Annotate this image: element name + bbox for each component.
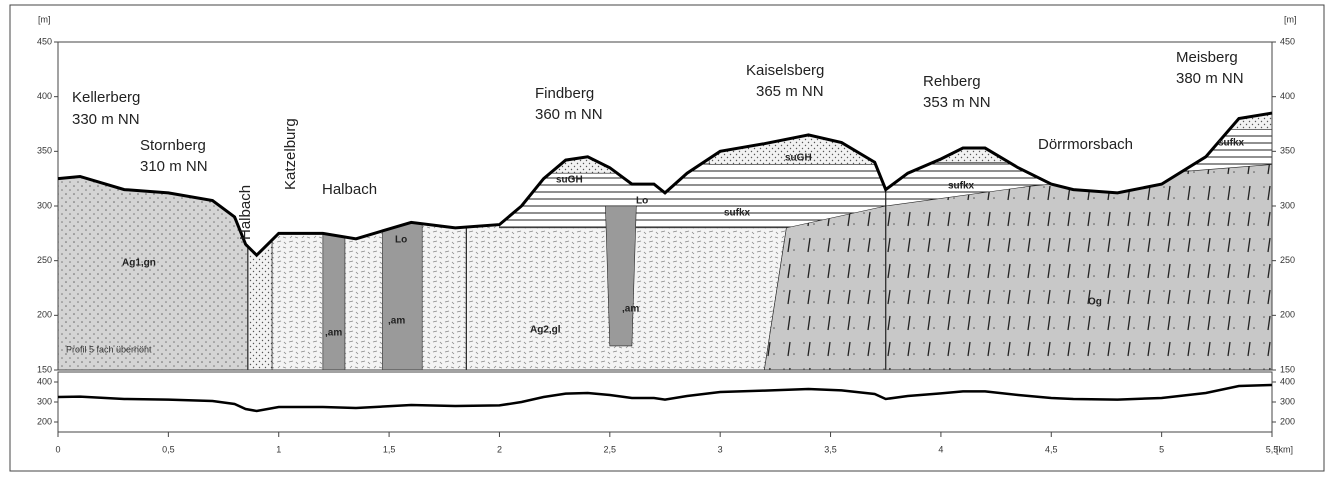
y-tick-label: 200 — [37, 310, 52, 320]
y-tick-label: 400 — [1280, 91, 1295, 101]
annotation: Findberg — [535, 85, 594, 102]
x-tick-label: 3,5 — [824, 444, 837, 454]
y-tick-label: 250 — [1280, 255, 1295, 265]
y-tick-label: 400 — [37, 91, 52, 101]
annotation: Meisberg — [1176, 49, 1238, 66]
x-tick-label: 3 — [718, 444, 723, 454]
annotation: suGH — [556, 175, 583, 186]
annotation: 353 m NN — [923, 94, 991, 111]
y-tick-label: 150 — [37, 364, 52, 374]
x-tick-label: 2 — [497, 444, 502, 454]
y-unit: [m] — [1284, 14, 1297, 24]
y-tick-label: 450 — [37, 36, 52, 46]
y-tick-label: 250 — [37, 255, 52, 265]
y-tick-label: 300 — [1280, 200, 1295, 210]
annotation: Kaiselsberg — [746, 62, 824, 79]
annotation: sufkx — [948, 181, 975, 192]
annotation: 365 m NN — [756, 83, 824, 100]
annotation: ,am — [325, 328, 342, 339]
overview-frame — [58, 372, 1272, 432]
y-tick-label: 200 — [1280, 310, 1295, 320]
annotation: Profil 5 fach überhöht — [66, 344, 152, 354]
annotation: 310 m NN — [140, 158, 208, 175]
x-tick-label: 0,5 — [162, 444, 175, 454]
annotation: Lo — [636, 196, 648, 207]
annotation: Ag1,gn — [122, 258, 156, 269]
annotation: 330 m NN — [72, 111, 140, 128]
annotation: ,am — [622, 304, 639, 315]
x-tick-label: 2,5 — [604, 444, 617, 454]
dyke-am — [605, 206, 636, 346]
x-tick-label: 1,5 — [383, 444, 396, 454]
annotation: 360 m NN — [535, 106, 603, 123]
annotation: Halbach — [322, 181, 377, 198]
x-tick-label: 1 — [276, 444, 281, 454]
annotation: Kellerberg — [72, 89, 140, 106]
annotation: suGH — [785, 153, 812, 164]
annotation: Stornberg — [140, 137, 206, 154]
x-unit: [km] — [1276, 444, 1293, 454]
annotation: Halbach — [237, 185, 254, 240]
annotation: Lo — [395, 235, 407, 246]
annotation: Og — [1088, 297, 1102, 308]
overview-line — [58, 385, 1272, 411]
y-tick-label: 400 — [37, 376, 52, 386]
annotation: sufkx — [1218, 138, 1245, 149]
profile-diagram: 1501502002002502503003003503504004004504… — [0, 0, 1334, 477]
y-unit: [m] — [38, 14, 51, 24]
annotation: Katzelburg — [282, 118, 299, 190]
x-tick-label: 5 — [1159, 444, 1164, 454]
x-tick-label: 4 — [938, 444, 943, 454]
y-tick-label: 300 — [37, 396, 52, 406]
annotation: ,am — [388, 316, 405, 327]
dyke-am — [323, 206, 345, 370]
y-tick-label: 300 — [1280, 396, 1295, 406]
annotation: sufkx — [724, 208, 751, 219]
x-tick-label: 0 — [55, 444, 60, 454]
x-tick-label: 4,5 — [1045, 444, 1058, 454]
y-tick-label: 350 — [1280, 146, 1295, 156]
y-tick-label: 200 — [1280, 416, 1295, 426]
annotation: Dörrmorsbach — [1038, 136, 1133, 153]
y-tick-label: 150 — [1280, 364, 1295, 374]
y-tick-label: 400 — [1280, 376, 1295, 386]
y-tick-label: 300 — [37, 200, 52, 210]
y-tick-label: 200 — [37, 416, 52, 426]
y-tick-label: 450 — [1280, 36, 1295, 46]
annotation: Rehberg — [923, 73, 981, 90]
annotation: 380 m NN — [1176, 70, 1244, 87]
annotation: Ag2,gl — [530, 325, 561, 336]
y-tick-label: 350 — [37, 146, 52, 156]
